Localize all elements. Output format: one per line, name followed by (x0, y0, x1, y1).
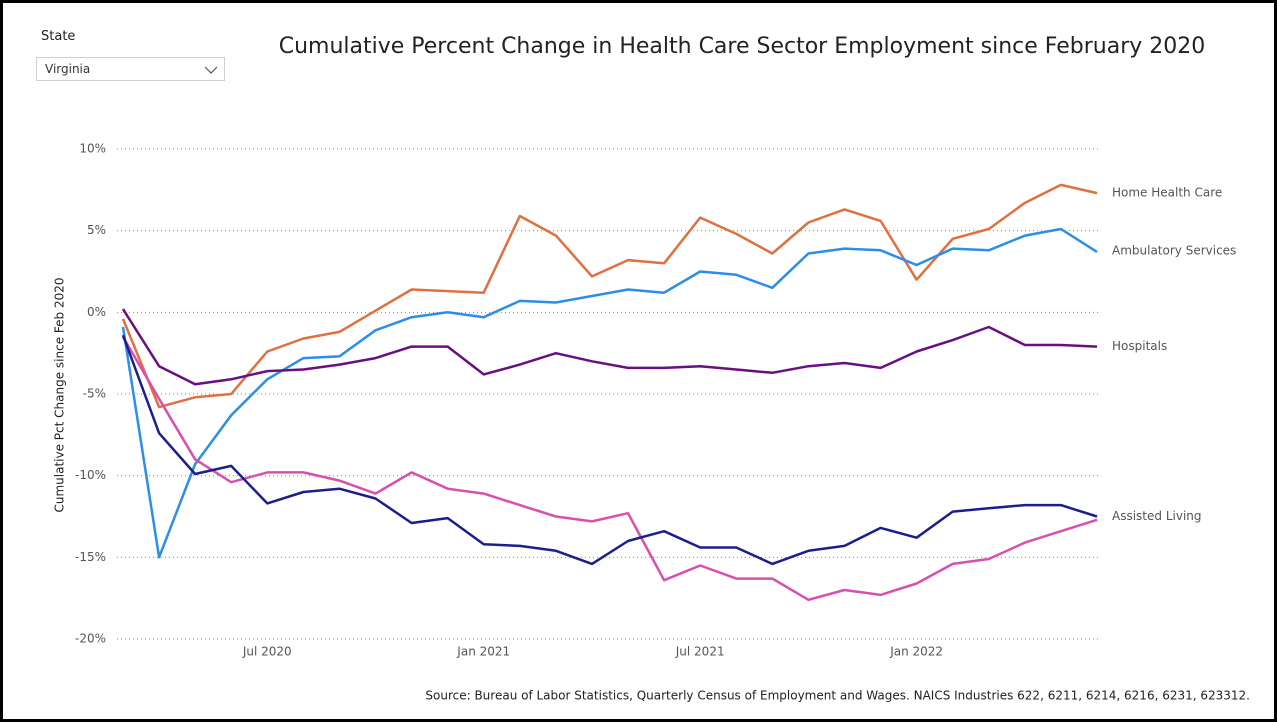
series-line (121, 227, 1098, 559)
series-line (121, 308, 1098, 386)
dropdown-value: Virginia (45, 62, 91, 76)
series-line (121, 334, 1098, 566)
y-tick-label: -20% (75, 632, 106, 646)
y-tick-label: 0% (87, 305, 106, 319)
y-axis-label: Cumulative Pct Change since Feb 2020 (53, 277, 67, 512)
series-line (121, 183, 1098, 409)
state-dropdown[interactable]: Virginia (36, 57, 225, 81)
series-line (121, 336, 1098, 602)
series-end-label: Hospitals (1112, 339, 1167, 353)
source-note: Source: Bureau of Labor Statistics, Quar… (425, 689, 1250, 703)
y-tick-label: -10% (75, 468, 106, 482)
y-tick-label: -5% (83, 387, 106, 401)
y-tick-label: 5% (87, 223, 106, 237)
y-tick-label: -15% (75, 550, 106, 564)
slicer-label: State (41, 29, 76, 44)
x-tick-label: Jan 2022 (889, 645, 943, 659)
y-tick-label: 10% (79, 142, 106, 156)
x-tick-label: Jul 2021 (675, 645, 725, 659)
series-end-label: Assisted Living (1112, 509, 1202, 523)
chevron-icon (204, 66, 218, 74)
series-end-label: Home Health Care (1112, 186, 1222, 200)
x-tick-label: Jan 2021 (456, 645, 510, 659)
chart-title: Cumulative Percent Change in Health Care… (279, 34, 1206, 59)
x-tick-label: Jul 2020 (242, 645, 292, 659)
series-end-label: Ambulatory Services (1112, 243, 1236, 257)
